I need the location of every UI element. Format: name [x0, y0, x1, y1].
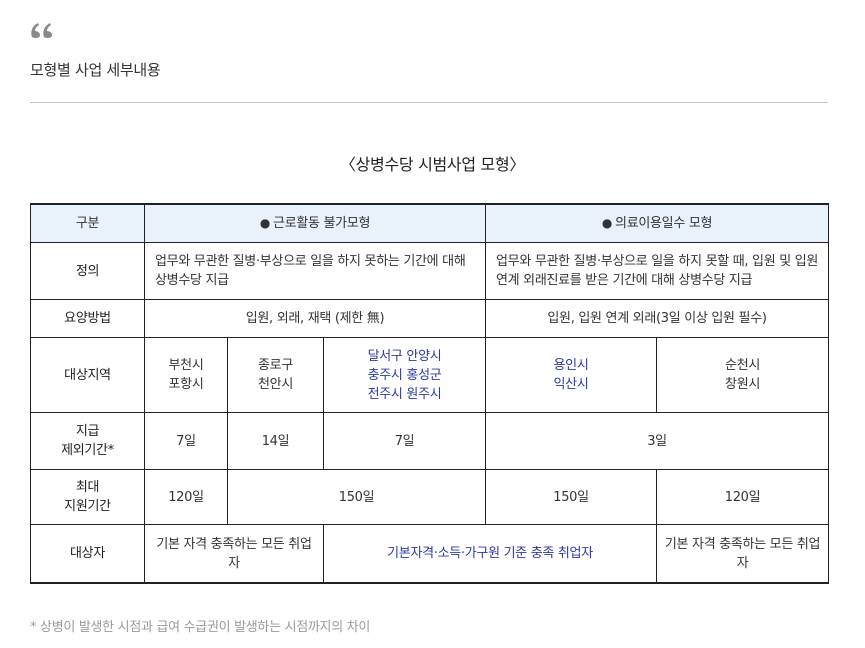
method-model-a: 입원, 외래, 재택 (제한 無)	[143, 299, 487, 338]
target-cell-2-4: 기본자격·소득·가구원 기준 충족 취업자	[322, 524, 658, 584]
table-row-max-period: 최대 지원기간 120일 150일 150일 120일	[30, 469, 830, 525]
section-title: 모형별 사업 세부내용	[30, 61, 161, 79]
region-name: 충주시 홍성군	[367, 367, 442, 383]
header-model-a-label: 근로활동 불가모형	[273, 216, 371, 231]
region-cell-2: 종로구 천안시	[227, 337, 324, 413]
row-label-line: 지급	[75, 424, 100, 439]
table-row-method: 요양방법 입원, 외래, 재택 (제한 無) 입원, 입원 연계 외래(3일 이…	[30, 299, 830, 338]
row-label-line: 최대	[75, 480, 100, 495]
table-row-definition: 정의 업무와 무관한 질병·부상으로 일을 하지 못하는 기간에 대해 상병수당…	[30, 242, 830, 300]
max-period-cell-1: 120일	[144, 469, 228, 525]
target-cell-1: 기본 자격 충족하는 모든 취업자	[144, 524, 324, 584]
region-cell-3: 달서구 안양시 충주시 홍성군 전주시 원주시	[322, 337, 487, 413]
region-name: 천안시	[258, 377, 293, 392]
method-model-b: 입원, 입원 연계 외래(3일 이상 입원 필수)	[485, 299, 830, 338]
bullet-icon: ●	[259, 216, 271, 230]
exclusion-cell-1: 7일	[144, 412, 228, 470]
row-label-max-period: 최대 지원기간	[30, 469, 145, 525]
max-period-cell-5: 120일	[656, 469, 830, 525]
region-name: 달서구 안양시	[367, 348, 442, 364]
table-row-exclusion: 지급 제외기간* 7일 14일 7일 3일	[30, 412, 830, 470]
exclusion-cell-4-5: 3일	[485, 412, 830, 470]
bullet-icon: ●	[601, 216, 613, 230]
header-row: 구분 ● 근로활동 불가모형 ● 의료이용일수 모형	[30, 203, 830, 243]
region-name: 순천시	[725, 358, 761, 373]
definition-model-b: 업무와 무관한 질병·부상으로 일을 하지 못할 때, 입원 및 입원 연계 외…	[485, 242, 830, 300]
row-label-line: 지원기간	[64, 499, 111, 514]
region-name: 용인시	[553, 358, 589, 373]
quote-icon	[31, 23, 52, 38]
row-label-definition: 정의	[30, 242, 145, 300]
region-cell-5: 순천시 창원시	[656, 337, 830, 413]
region-name: 포항시	[168, 377, 204, 392]
table-row-region: 대상지역 부천시 포항시 종로구 천안시 달서구 안양시 충주시 홍성군 전주시…	[30, 337, 830, 413]
row-label-exclusion: 지급 제외기간*	[30, 412, 145, 470]
table-title: 〈상병수당 시범사업 모형〉	[339, 155, 526, 174]
region-name: 부천시	[168, 358, 204, 373]
header-model-b: ● 의료이용일수 모형	[485, 203, 830, 243]
exclusion-cell-3: 7일	[322, 412, 487, 470]
exclusion-cell-2: 14일	[227, 412, 324, 470]
region-name: 창원시	[725, 377, 761, 392]
header-model-b-label: 의료이용일수 모형	[615, 216, 713, 231]
region-name: 종로구	[258, 358, 293, 373]
region-cell-1: 부천시 포항시	[144, 337, 228, 413]
row-label-line: 제외기간*	[61, 443, 114, 458]
model-table: 구분 ● 근로활동 불가모형 ● 의료이용일수 모형 정의 업무와 무관한 질병·부…	[30, 203, 830, 584]
row-label-region: 대상지역	[30, 337, 145, 413]
header-col-label: 구분	[30, 203, 145, 243]
row-label-target: 대상자	[30, 524, 145, 584]
definition-model-a: 업무와 무관한 질병·부상으로 일을 하지 못하는 기간에 대해 상병수당 지급	[143, 242, 487, 300]
header-model-a: ● 근로활동 불가모형	[143, 203, 487, 243]
footnote: * 상병이 발생한 시점과 급여 수급권이 발생하는 시점까지의 차이	[30, 620, 371, 635]
divider	[30, 102, 828, 103]
max-period-cell-2-3: 150일	[226, 469, 487, 525]
target-cell-5: 기본 자격 충족하는 모든 취업자	[656, 524, 830, 584]
region-name: 익산시	[553, 377, 589, 392]
region-name: 전주시 원주시	[367, 386, 442, 402]
region-cell-4: 용인시 익산시	[485, 337, 658, 413]
table-row-target: 대상자 기본 자격 충족하는 모든 취업자 기본자격·소득·가구원 기준 충족 …	[30, 524, 830, 584]
max-period-cell-4: 150일	[485, 469, 658, 525]
row-label-method: 요양방법	[30, 299, 145, 338]
